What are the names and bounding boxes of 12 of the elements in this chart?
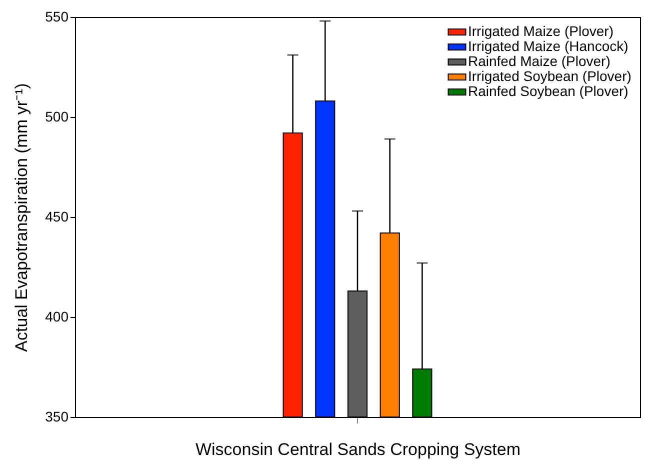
legend-label: Irrigated Soybean (Plover)	[468, 68, 632, 84]
y-tick-label: 550	[45, 8, 69, 24]
y-tick-label: 350	[45, 408, 69, 424]
legend-label: Rainfed Soybean (Plover)	[468, 83, 628, 99]
legend-label: Irrigated Maize (Plover)	[468, 23, 614, 39]
legend-label: Rainfed Maize (Plover)	[468, 53, 610, 69]
y-tick-label: 450	[45, 208, 69, 224]
x-axis-title: Wisconsin Central Sands Cropping System	[195, 440, 521, 459]
legend-label: Irrigated Maize (Hancock)	[468, 38, 628, 54]
y-tick-label: 500	[45, 108, 69, 124]
y-tick-label: 400	[45, 308, 69, 324]
y-axis-title: Actual Evapotranspiration (mm yr⁻¹)	[12, 83, 32, 352]
